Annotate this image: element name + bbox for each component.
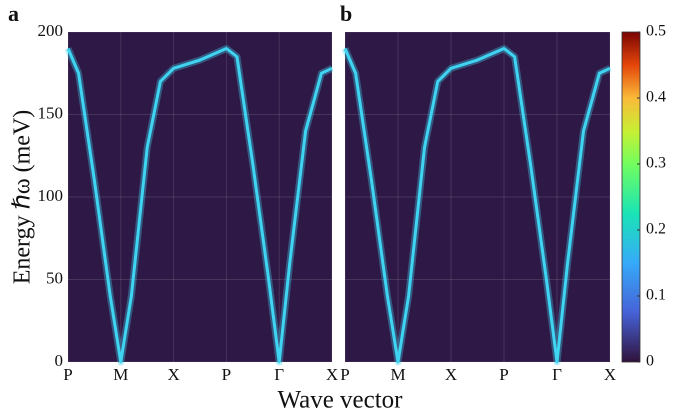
x-tick-label: P (63, 365, 72, 384)
colorbar-tick-label: 0.3 (646, 155, 666, 172)
x-axis-label: Wave vector (278, 387, 404, 414)
y-tick-label: 150 (38, 103, 64, 122)
x-tick-label: P (340, 365, 349, 384)
colorbar (621, 31, 641, 363)
x-tick-label: M (113, 365, 128, 384)
x-tick-label: Γ (552, 365, 562, 384)
dispersion-band (343, 47, 611, 364)
x-tick-label: X (326, 365, 338, 384)
colorbar-tick-label: 0.4 (646, 89, 666, 106)
dispersion-band (66, 47, 333, 364)
y-axis-label: Energy ℏω (meV) (10, 110, 36, 285)
colorbar-tick-label: 0 (646, 353, 654, 370)
panel-label: a (8, 1, 19, 26)
x-tick-label: M (390, 365, 405, 384)
panel-label: b (340, 1, 352, 26)
y-tick-label: 100 (38, 186, 64, 205)
colorbar-tick-label: 0.1 (646, 287, 666, 304)
x-tick-label: P (499, 365, 508, 384)
y-tick-label: 200 (38, 21, 64, 40)
colorbar-tick-label: 0.5 (646, 23, 666, 40)
x-tick-label: Γ (274, 365, 284, 384)
colorbar-tick-label: 0.2 (646, 221, 666, 238)
x-tick-label: P (222, 365, 231, 384)
y-tick-label: 0 (55, 351, 64, 370)
x-tick-label: X (445, 365, 457, 384)
x-tick-label: X (167, 365, 179, 384)
x-tick-label: X (604, 365, 616, 384)
y-tick-label: 50 (46, 268, 63, 287)
